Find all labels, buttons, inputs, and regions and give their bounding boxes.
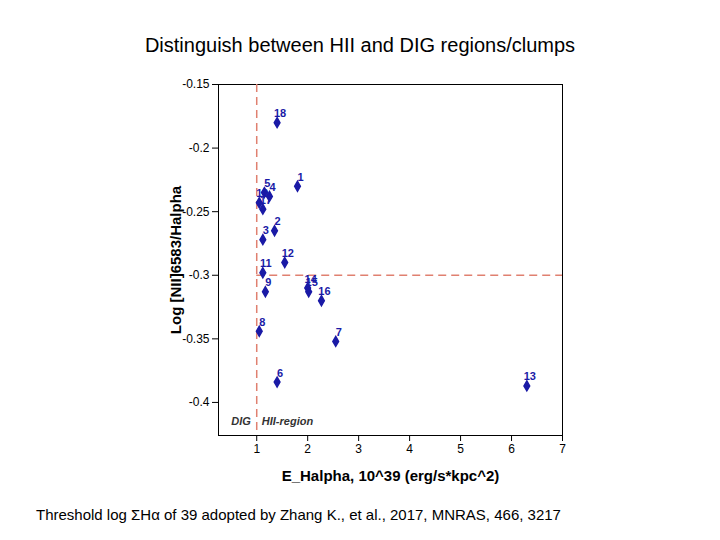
svg-text:2: 2 bbox=[304, 442, 311, 456]
svg-text:E_Halpha, 10^39 (erg/s*kpc^2): E_Halpha, 10^39 (erg/s*kpc^2) bbox=[282, 467, 500, 484]
svg-text:1: 1 bbox=[297, 171, 303, 183]
svg-text:6: 6 bbox=[508, 442, 515, 456]
svg-text:16: 16 bbox=[318, 285, 330, 297]
svg-text:17: 17 bbox=[260, 194, 272, 206]
svg-text:6: 6 bbox=[277, 367, 283, 379]
svg-text:15: 15 bbox=[306, 276, 318, 288]
svg-text:7: 7 bbox=[336, 326, 342, 338]
svg-text:3: 3 bbox=[263, 224, 269, 236]
svg-text:DIG: DIG bbox=[231, 415, 251, 427]
svg-text:3: 3 bbox=[355, 442, 362, 456]
svg-text:-0.25: -0.25 bbox=[182, 205, 210, 219]
svg-text:13: 13 bbox=[524, 370, 536, 382]
svg-text:-0.2: -0.2 bbox=[189, 141, 210, 155]
svg-text:5: 5 bbox=[457, 442, 464, 456]
html-text:Distinguish between HII and DI: Distinguish between HII and DIG regions/… bbox=[144, 34, 576, 56]
svg-text:-0.15: -0.15 bbox=[182, 77, 210, 91]
html-text:Threshold log ΣHα of 39 adopte: Threshold log ΣHα of 39 adopted by Zhang… bbox=[36, 506, 561, 523]
svg-text:-0.3: -0.3 bbox=[189, 268, 210, 282]
svg-text:11: 11 bbox=[260, 257, 272, 269]
svg-text:18: 18 bbox=[274, 107, 286, 119]
svg-text:4: 4 bbox=[269, 181, 276, 193]
svg-text:-0.4: -0.4 bbox=[189, 395, 210, 409]
svg-text:12: 12 bbox=[282, 247, 294, 259]
svg-text:7: 7 bbox=[559, 442, 566, 456]
svg-text:2: 2 bbox=[274, 215, 280, 227]
svg-text:9: 9 bbox=[265, 276, 271, 288]
svg-text:1: 1 bbox=[253, 442, 260, 456]
svg-text:HII-region: HII-region bbox=[262, 415, 314, 427]
svg-text:8: 8 bbox=[259, 316, 265, 328]
svg-text:Log [NII]6583/Halpha: Log [NII]6583/Halpha bbox=[167, 185, 184, 334]
svg-text:-0.35: -0.35 bbox=[182, 332, 210, 346]
svg-text:4: 4 bbox=[406, 442, 413, 456]
